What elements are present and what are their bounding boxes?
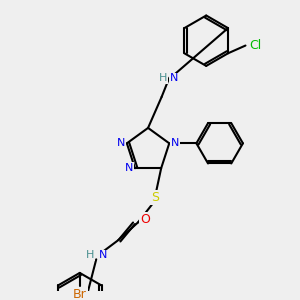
Text: Cl: Cl: [249, 39, 261, 52]
Text: N: N: [171, 138, 179, 148]
Text: Br: Br: [73, 288, 87, 300]
Text: S: S: [151, 191, 159, 204]
Text: N: N: [170, 74, 178, 83]
Text: H: H: [86, 250, 94, 260]
Text: N: N: [117, 138, 125, 148]
Text: N: N: [125, 163, 133, 173]
Text: N: N: [99, 250, 107, 260]
Text: H: H: [158, 74, 167, 83]
Text: O: O: [140, 213, 150, 226]
